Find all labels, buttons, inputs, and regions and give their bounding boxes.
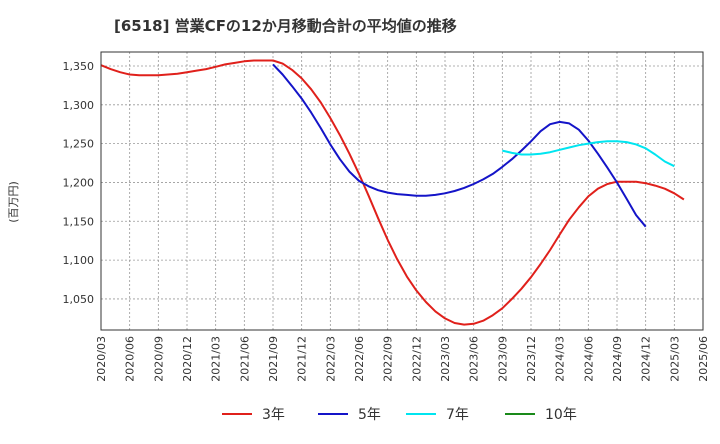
y-tick-label: 1,300 [63, 99, 95, 112]
legend-label: 7年 [446, 407, 469, 423]
x-tick-label: 2023/06 [468, 336, 481, 382]
series-layer [100, 59, 685, 326]
axis-layer: 1,050 1,100 1,150 1,200 1,250 1,300 1,350 2020/… [63, 51, 710, 382]
x-tick-label: 2025/06 [697, 336, 710, 382]
x-tick-label: 2021/06 [238, 336, 251, 382]
series-line-1 [100, 59, 685, 326]
legend-label: 3年 [262, 407, 285, 423]
x-tick-label: 2020/03 [95, 336, 108, 382]
legend-label: 10年 [545, 407, 577, 423]
x-tick-label: 2022/09 [382, 336, 395, 382]
x-tick-label: 2022/06 [353, 336, 366, 382]
y-tick-label: 1,150 [63, 215, 95, 228]
x-tick-label: 2020/06 [124, 336, 137, 382]
x-tick-label: 2020/09 [152, 336, 165, 382]
grid-layer [100, 52, 704, 330]
legend-label: 5年 [358, 407, 381, 423]
x-tick-label: 2022/03 [324, 336, 337, 382]
series-line-2 [272, 63, 647, 228]
y-tick-label: 1,250 [63, 138, 95, 151]
y-tick-label: 1,050 [63, 293, 95, 306]
x-tick-label: 2021/03 [210, 336, 223, 382]
x-tick-label: 2023/09 [496, 336, 509, 382]
x-tick-label: 2023/12 [525, 336, 538, 382]
y-tick-label: 1,200 [63, 176, 95, 189]
plot-frame [100, 51, 704, 331]
chart-title: [6518] 営業CFの12か月移動合計の平均値の推移 [114, 17, 457, 35]
y-tick-label: 1,350 [63, 60, 95, 73]
x-tick-label: 2024/03 [554, 336, 567, 382]
x-tick-label: 2024/09 [611, 336, 624, 382]
x-tick-label: 2025/03 [668, 336, 681, 382]
y-axis-label: (百万円) [7, 181, 20, 223]
x-tick-label: 2024/12 [640, 336, 653, 382]
x-tick-label: 2023/03 [439, 336, 452, 382]
legend: 3年 5年 7年 10年 [222, 407, 577, 423]
x-tick-label: 2022/12 [410, 336, 423, 382]
series-line-3 [502, 140, 675, 168]
x-tick-label: 2020/12 [181, 336, 194, 382]
x-tick-label: 2021/12 [296, 336, 309, 382]
x-tick-label: 2024/06 [582, 336, 595, 382]
x-tick-label: 2021/09 [267, 336, 280, 382]
y-tick-label: 1,100 [63, 254, 95, 267]
